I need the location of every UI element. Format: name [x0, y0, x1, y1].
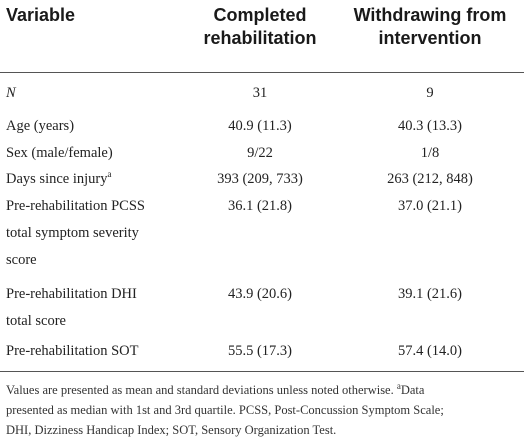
row-pcss-withdrawing: 37.0 (21.1) [397, 198, 463, 214]
footnote-line-2: presented as median with 1st and 3rd qua… [6, 403, 444, 417]
row-sex-withdrawing: 1/8 [420, 145, 440, 161]
row-days-withdrawing: 263 (212, 848) [387, 171, 473, 187]
header-withdrawing-text: Withdrawing from intervention [353, 5, 507, 48]
row-pcss-label-3: score [6, 252, 37, 268]
footnote-sup: a [396, 380, 401, 391]
header-rule [0, 72, 524, 73]
row-sot-completed: 55.5 (17.3) [227, 343, 293, 359]
row-age-completed: 40.9 (11.3) [228, 118, 292, 134]
row-dhi-label-1: Pre-rehabilitation DHI [6, 286, 137, 302]
row-days-completed: 393 (209, 733) [217, 171, 303, 187]
row-pcss-label-1: Pre-rehabilitation PCSS [6, 198, 145, 214]
row-pcss-completed: 36.1 (21.8) [227, 198, 293, 214]
row-days-label-text: Days since injury [6, 171, 108, 187]
row-dhi-label-2: total score [6, 313, 66, 329]
footnote-line-3: DHI, Dizziness Handicap Index; SOT, Sens… [6, 423, 337, 437]
header-completed-text: Completed rehabilitation [203, 5, 317, 48]
row-age-label: Age (years) [6, 118, 75, 134]
footnote-line-1: Values are presented as mean and standar… [6, 380, 518, 400]
row-n-label: N [6, 85, 16, 101]
row-dhi-withdrawing: 39.1 (21.6) [397, 286, 463, 302]
row-dhi-completed: 43.9 (20.6) [227, 286, 293, 302]
row-days-label: Days since injurya [6, 170, 111, 188]
footnote-line-1b: Data [400, 383, 425, 397]
row-n-withdrawing: 9 [426, 85, 434, 101]
row-sex-completed: 9/22 [247, 145, 273, 161]
header-variable: Variable [6, 5, 76, 25]
row-age-withdrawing: 40.3 (13.3) [397, 118, 463, 134]
row-sex-label: Sex (male/female) [6, 145, 113, 161]
row-days-label-sup: a [107, 169, 112, 180]
header-completed: Completed rehabilitation [195, 4, 325, 50]
header-withdrawing: Withdrawing from intervention [345, 4, 515, 50]
row-n-completed: 31 [252, 85, 268, 101]
row-sot-label: Pre-rehabilitation SOT [6, 343, 139, 359]
row-pcss-label-2: total symptom severity [6, 225, 139, 241]
footnote-line-1a: Values are presented as mean and standar… [6, 383, 394, 397]
bottom-rule [0, 371, 524, 372]
row-sot-withdrawing: 57.4 (14.0) [397, 343, 463, 359]
